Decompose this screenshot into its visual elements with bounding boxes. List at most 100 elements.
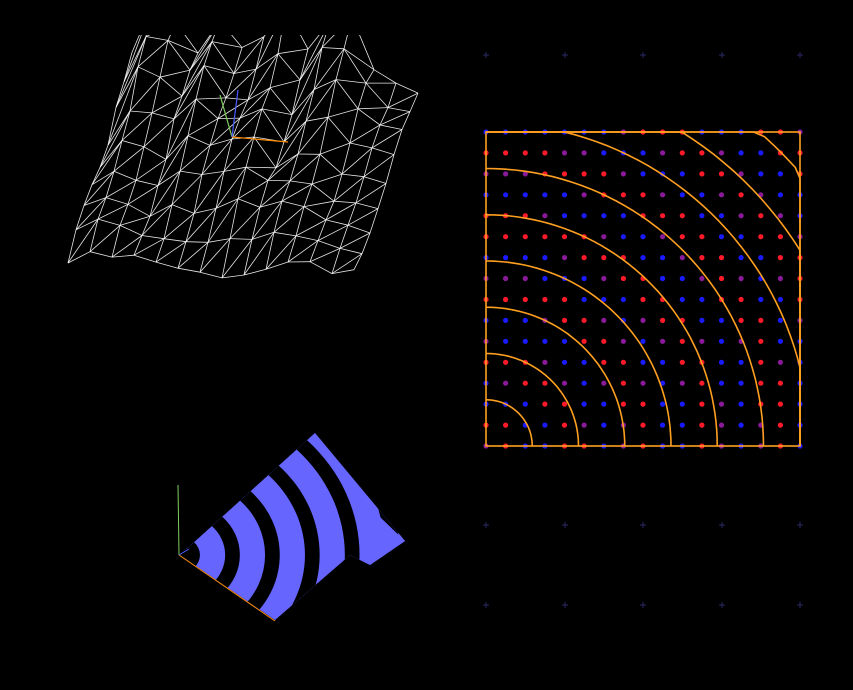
wireframe-edge [331, 269, 355, 274]
wireframe-edge [371, 147, 395, 155]
wireframe-edge [193, 208, 217, 214]
wireframe-edge [409, 92, 419, 112]
wireframe-edge [339, 248, 363, 255]
contour-line [486, 398, 534, 446]
wireframe-edge [355, 183, 387, 204]
wireframe-edge [133, 238, 165, 256]
wireframe-edge [207, 208, 217, 243]
grid-dot [542, 234, 548, 240]
rings-view[interactable] [165, 425, 415, 630]
wireframe-edge [131, 35, 140, 53]
grid-dot [660, 150, 666, 156]
wireframe-edge [349, 108, 359, 144]
wireframe-edge [121, 110, 131, 141]
grid-dot [601, 422, 607, 428]
wireframe-edge [261, 87, 271, 110]
grid-dot [640, 296, 646, 303]
wireframe-edge [297, 121, 307, 155]
contour-plot [483, 52, 803, 608]
wireframe-edge [137, 66, 161, 78]
wireframe-edge [357, 82, 367, 109]
grid-dot [640, 380, 646, 386]
grid-dot [522, 296, 528, 303]
wireframe-edge [181, 65, 205, 97]
contour-line [486, 131, 801, 446]
wireframe-edge [237, 167, 247, 199]
wireframe-edge [187, 99, 197, 136]
wireframe-edge [325, 219, 349, 226]
wireframe-edge [335, 48, 345, 80]
grid-dot [758, 296, 764, 303]
contour-view[interactable] [470, 40, 820, 620]
wireframe-edge [233, 68, 257, 74]
wireframe-edge [291, 79, 301, 115]
grid-dot [561, 338, 568, 344]
wireframe-edge [295, 206, 305, 237]
wireframe-edge [239, 108, 263, 119]
wireframe-edge [251, 200, 283, 240]
wireframe-edge [281, 200, 305, 207]
grid-dot [699, 213, 705, 219]
grid-dot [620, 234, 626, 240]
grid-dot [522, 380, 528, 386]
grid-dot [620, 213, 626, 219]
grid-crosses [483, 52, 803, 608]
wireframe-edge [83, 197, 107, 206]
wireframe-mesh [67, 35, 419, 279]
wireframe-edge [129, 66, 139, 112]
wireframe-edge [313, 79, 337, 90]
wireframe-edge [181, 69, 191, 97]
wireframe-edge [259, 180, 291, 208]
wireframe-edge [239, 99, 249, 119]
grid-dot [601, 255, 607, 261]
dot-grid [483, 129, 803, 449]
grid-dot [777, 317, 783, 323]
wireframe-edge [327, 79, 337, 118]
grid-dot [777, 338, 783, 344]
wireframe-edge [135, 159, 167, 181]
wireframe-edge [201, 145, 211, 175]
wireframe-edge [221, 238, 231, 278]
wireframe-edge [187, 135, 211, 146]
wireframe-edge [255, 35, 274, 70]
wireframe-edge [309, 248, 341, 263]
grid-dot [758, 213, 764, 219]
grid-dot [561, 380, 568, 386]
wireframe-edge [393, 129, 403, 155]
contour-line [485, 260, 672, 447]
grid-dot [679, 380, 685, 386]
wireframe-edge [273, 206, 305, 233]
wireframe-edge [209, 138, 233, 146]
grid-dot [503, 192, 509, 198]
grid-dot [640, 150, 646, 156]
grid-dot [660, 192, 666, 198]
grid-dot [640, 317, 646, 323]
grid-dot [738, 150, 744, 156]
grid-dot [503, 150, 509, 156]
grid-dot [503, 275, 509, 282]
wireframe-edge [173, 98, 197, 120]
wireframe-edge [111, 225, 121, 258]
grid-dot [561, 150, 568, 156]
wireframe-edge [75, 197, 107, 231]
wireframe-edge [317, 219, 327, 241]
wireframe-edge [343, 35, 348, 49]
grid-dot [601, 317, 607, 323]
wireframe-edge [107, 107, 117, 146]
wireframe-view[interactable] [60, 35, 420, 300]
axis-x-line [231, 136, 289, 143]
wireframe-edge [309, 240, 319, 262]
wireframe-edge [277, 48, 309, 55]
grid-dot [503, 234, 509, 240]
wireframe-edge [343, 48, 367, 84]
wireframe-edge [123, 36, 147, 82]
wireframe-edge [327, 108, 359, 118]
grid-dot [522, 171, 528, 177]
wireframe-edge [165, 135, 189, 160]
wireframe-edge [245, 136, 255, 168]
wireframe-edge [99, 140, 123, 168]
wireframe-edge [157, 159, 167, 186]
grid-dot [738, 422, 744, 428]
wireframe-edge [333, 176, 365, 202]
